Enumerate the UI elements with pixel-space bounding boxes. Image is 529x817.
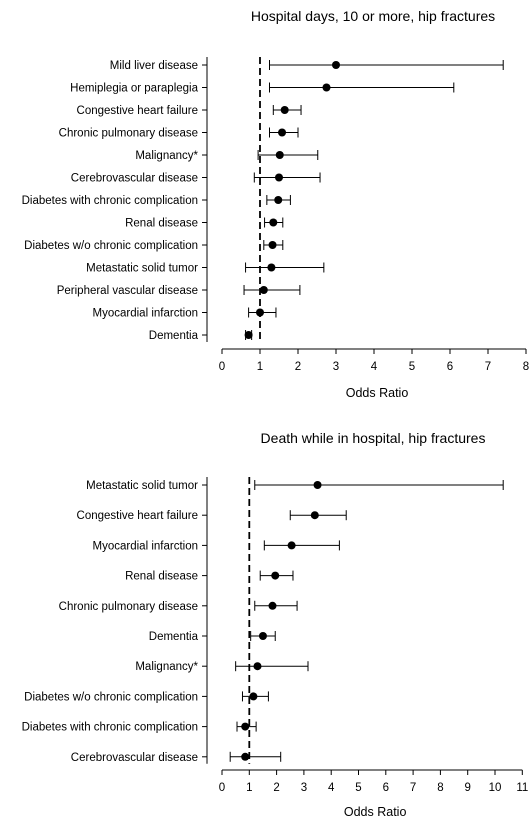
point-estimate xyxy=(258,632,267,640)
point-estimate xyxy=(249,692,258,701)
x-axis-label: Odds Ratio xyxy=(344,805,407,817)
point-estimate xyxy=(244,331,253,339)
point-estimate xyxy=(271,571,280,580)
category-label: Diabetes w/o chronic complication xyxy=(24,240,198,252)
x-tick-label: 0 xyxy=(219,782,225,794)
category-label: Diabetes with chronic complication xyxy=(22,195,198,207)
point-estimate xyxy=(268,601,277,610)
point-estimate xyxy=(241,722,250,731)
category-label: Renal disease xyxy=(125,571,198,583)
category-label: Dementia xyxy=(149,330,199,342)
x-tick-label: 4 xyxy=(328,782,335,794)
point-estimate xyxy=(259,286,268,294)
point-estimate xyxy=(256,308,264,317)
x-tick-label: 10 xyxy=(489,782,502,794)
point-estimate xyxy=(310,511,319,520)
point-estimate xyxy=(253,662,262,671)
point-estimate xyxy=(268,241,277,249)
point-estimate xyxy=(287,541,296,550)
x-tick-label: 5 xyxy=(355,782,361,794)
category-label: Cerebrovascular disease xyxy=(71,752,198,764)
category-label: Chronic pulmonary disease xyxy=(59,128,198,140)
x-tick-label: 6 xyxy=(447,361,453,373)
x-tick-label: 8 xyxy=(523,361,529,373)
category-label: Myocardial infarction xyxy=(93,308,198,320)
point-estimate xyxy=(280,106,289,114)
x-tick-label: 3 xyxy=(333,361,339,373)
category-label: Diabetes with chronic complication xyxy=(22,722,198,734)
category-label: Renal disease xyxy=(125,218,198,230)
forest-plot-1: Hospital days, 10 or more, hip fractures… xyxy=(22,8,529,400)
point-estimate xyxy=(322,83,331,92)
x-tick-label: 11 xyxy=(516,782,528,794)
x-tick-label: 7 xyxy=(410,782,416,794)
point-estimate xyxy=(313,481,322,489)
category-label: Diabetes w/o chronic complication xyxy=(24,691,198,703)
point-estimate xyxy=(269,218,278,227)
x-tick-label: 1 xyxy=(246,782,252,794)
category-label: Hemiplegia or paraplegia xyxy=(70,83,198,95)
category-label: Mild liver disease xyxy=(110,60,198,72)
x-tick-label: 8 xyxy=(437,782,443,794)
forest-plot-2: Death while in hospital, hip fractures 0 1… xyxy=(22,430,529,817)
x-tick-label: 1 xyxy=(257,361,263,373)
point-estimate xyxy=(332,61,340,69)
x-tick-label: 9 xyxy=(464,782,470,794)
chart-title: Death while in hospital, hip fractures xyxy=(261,430,486,446)
category-label: Chronic pulmonary disease xyxy=(59,601,198,613)
category-label: Metastatic solid tumor xyxy=(86,263,198,275)
x-tick-label: 0 xyxy=(219,361,225,373)
x-tick-label: 2 xyxy=(273,782,279,794)
x-axis-label: Odds Ratio xyxy=(346,386,409,400)
point-estimate xyxy=(275,151,284,159)
x-tick-label: 2 xyxy=(295,361,301,373)
x-tick-label: 5 xyxy=(409,361,415,373)
x-tick-label: 3 xyxy=(301,782,307,794)
category-label: Myocardial infarction xyxy=(93,540,198,552)
category-label: Congestive heart failure xyxy=(77,105,198,117)
point-estimate xyxy=(274,196,283,204)
category-label: Malignancy* xyxy=(135,150,198,162)
x-tick-label: 7 xyxy=(485,361,491,373)
x-tick-label: 6 xyxy=(383,782,389,794)
category-label: Metastatic solid tumor xyxy=(86,480,198,492)
category-label: Malignancy* xyxy=(135,661,198,673)
chart-title: Hospital days, 10 or more, hip fractures xyxy=(251,8,495,24)
category-label: Dementia xyxy=(149,631,199,643)
point-estimate xyxy=(275,173,283,182)
category-label: Peripheral vascular disease xyxy=(57,285,198,297)
category-label: Cerebrovascular disease xyxy=(71,173,198,185)
point-estimate xyxy=(267,263,276,272)
x-tick-label: 4 xyxy=(371,361,378,373)
category-label: Congestive heart failure xyxy=(77,510,198,522)
point-estimate xyxy=(241,752,250,761)
point-estimate xyxy=(278,128,287,137)
